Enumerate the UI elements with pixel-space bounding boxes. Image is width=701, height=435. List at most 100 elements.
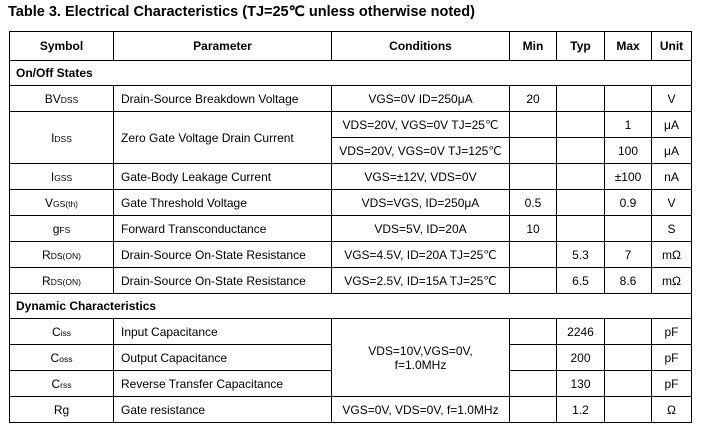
table-row: RDS(ON) Drain-Source On-State Resistance… xyxy=(9,241,692,268)
conditions-cell: VGS=0V ID=250μA xyxy=(331,85,510,112)
min-cell xyxy=(509,111,557,138)
conditions-cell: VDS=5V, ID=20A xyxy=(331,215,510,242)
unit-cell: mΩ xyxy=(651,241,692,268)
section-title-dynamic: Dynamic Characteristics xyxy=(9,293,692,319)
min-cell: 0.5 xyxy=(509,189,557,216)
typ-cell: 130 xyxy=(556,370,605,397)
table-row: IGSS Gate-Body Leakage Current VGS=±12V,… xyxy=(9,163,692,190)
max-cell xyxy=(604,85,652,112)
max-cell xyxy=(604,318,652,345)
symbol-cell: RDS(ON) xyxy=(9,267,114,294)
parameter-cell: Gate-Body Leakage Current xyxy=(113,163,332,190)
typ-cell xyxy=(556,163,605,190)
symbol-cell: IGSS xyxy=(9,163,114,190)
unit-cell: V xyxy=(651,189,692,216)
table-row: Coss Output Capacitance 200 pF xyxy=(9,344,692,371)
unit-cell: nA xyxy=(651,163,692,190)
max-cell xyxy=(604,344,652,371)
max-cell: 100 xyxy=(604,137,652,164)
max-cell xyxy=(604,396,652,423)
typ-cell: 6.5 xyxy=(556,267,605,294)
typ-cell xyxy=(556,215,605,242)
section-row-onoff: On/Off States xyxy=(9,60,692,86)
conditions-cell: VDS=10V,VGS=0V, f=1.0MHz xyxy=(331,318,510,397)
parameter-cell: Output Capacitance xyxy=(113,344,332,371)
parameter-cell: Gate resistance xyxy=(113,396,332,423)
table-row: Rg Gate resistance VGS=0V, VDS=0V, f=1.0… xyxy=(9,396,692,423)
parameter-cell: Drain-Source On-State Resistance xyxy=(113,241,332,268)
unit-cell: V xyxy=(651,85,692,112)
max-cell xyxy=(604,215,652,242)
typ-cell xyxy=(556,111,605,138)
min-cell xyxy=(509,137,557,164)
min-cell xyxy=(509,344,557,371)
typ-cell xyxy=(556,189,605,216)
max-cell: 7 xyxy=(604,241,652,268)
table-row: BVDSS Drain-Source Breakdown Voltage VGS… xyxy=(9,85,692,112)
min-cell xyxy=(509,396,557,423)
unit-cell: μA xyxy=(651,137,692,164)
typ-cell xyxy=(556,85,605,112)
conditions-cell: VDS=20V, VGS=0V TJ=125℃ xyxy=(331,137,510,164)
symbol-cell: VGS(th) xyxy=(9,189,114,216)
table-row: VGS(th) Gate Threshold Voltage VDS=VGS, … xyxy=(9,189,692,216)
unit-cell: mΩ xyxy=(651,267,692,294)
typ-cell: 1.2 xyxy=(556,396,605,423)
table-row: Ciss Input Capacitance VDS=10V,VGS=0V, f=… xyxy=(9,318,692,397)
min-cell xyxy=(509,318,557,345)
header-row: Symbol Parameter Conditions Min Typ Max … xyxy=(9,31,692,61)
min-cell: 20 xyxy=(509,85,557,112)
symbol-cell: Ciss xyxy=(9,318,114,345)
typ-cell: 5.3 xyxy=(556,241,605,268)
parameter-cell: Drain-Source On-State Resistance xyxy=(113,267,332,294)
unit-cell: pF xyxy=(651,370,692,397)
conditions-cell: VGS=2.5V, ID=15A TJ=25℃ xyxy=(331,267,510,294)
unit-cell: S xyxy=(651,215,692,242)
parameter-cell: Forward Transconductance xyxy=(113,215,332,242)
parameter-cell: Reverse Transfer Capacitance xyxy=(113,370,332,397)
parameter-cell: Input Capacitance xyxy=(113,318,332,345)
parameter-cell: Zero Gate Voltage Drain Current xyxy=(113,111,332,164)
typ-cell xyxy=(556,137,605,164)
symbol-cell: gFS xyxy=(9,215,114,242)
header-unit: Unit xyxy=(651,31,692,61)
parameter-cell: Gate Threshold Voltage xyxy=(113,189,332,216)
conditions-cell: VGS=±12V, VDS=0V xyxy=(331,163,510,190)
max-cell: 0.9 xyxy=(604,189,652,216)
conditions-cell: VDS=VGS, ID=250μA xyxy=(331,189,510,216)
symbol-cell: Crss xyxy=(9,370,114,397)
table-row: RDS(ON) Drain-Source On-State Resistance… xyxy=(9,267,692,294)
conditions-cell: VGS=0V, VDS=0V, f=1.0MHz xyxy=(331,396,510,423)
symbol-cell: Coss xyxy=(9,344,114,371)
unit-cell: pF xyxy=(651,318,692,345)
header-typ: Typ xyxy=(556,31,605,61)
min-cell xyxy=(509,163,557,190)
typ-cell: 200 xyxy=(556,344,605,371)
min-cell xyxy=(509,241,557,268)
min-cell xyxy=(509,267,557,294)
header-conditions: Conditions xyxy=(331,31,510,61)
symbol-cell: RDS(ON) xyxy=(9,241,114,268)
max-cell xyxy=(604,370,652,397)
max-cell: 8.6 xyxy=(604,267,652,294)
table-row: gFS Forward Transconductance VDS=5V, ID=… xyxy=(9,215,692,242)
min-cell xyxy=(509,370,557,397)
table-row: IDSS Zero Gate Voltage Drain Current VDS… xyxy=(9,111,692,164)
conditions-cell: VDS=20V, VGS=0V TJ=25℃ xyxy=(331,111,510,138)
unit-cell: μA xyxy=(651,111,692,138)
header-min: Min xyxy=(509,31,557,61)
header-parameter: Parameter xyxy=(113,31,332,61)
section-title-onoff: On/Off States xyxy=(9,60,692,86)
typ-cell: 2246 xyxy=(556,318,605,345)
header-symbol: Symbol xyxy=(9,31,114,61)
conditions-cell: VGS=4.5V, ID=20A TJ=25℃ xyxy=(331,241,510,268)
section-row-dynamic: Dynamic Characteristics xyxy=(9,293,692,319)
max-cell: ±100 xyxy=(604,163,652,190)
min-cell: 10 xyxy=(509,215,557,242)
table-caption: Table 3. Electrical Characteristics (TJ=… xyxy=(8,4,475,20)
unit-cell: pF xyxy=(651,344,692,371)
symbol-cell: Rg xyxy=(9,396,114,423)
max-cell: 1 xyxy=(604,111,652,138)
parameter-cell: Drain-Source Breakdown Voltage xyxy=(113,85,332,112)
unit-cell: Ω xyxy=(651,396,692,423)
